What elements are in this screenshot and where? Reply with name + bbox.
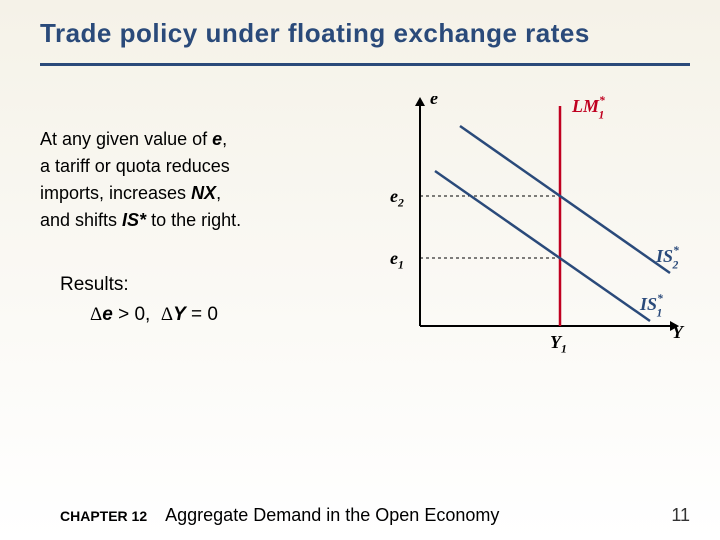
text: and shifts bbox=[40, 210, 122, 230]
text: imports, increases bbox=[40, 183, 191, 203]
y-axis-label: e bbox=[430, 96, 438, 108]
lm-label: LM*1 bbox=[571, 96, 605, 121]
var-is: IS* bbox=[122, 210, 146, 230]
text: a tariff or quota reduces bbox=[40, 156, 230, 176]
page-number: 11 bbox=[671, 505, 690, 526]
x-axis-label: Y bbox=[672, 322, 685, 342]
title-area: Trade policy under floating exchange rat… bbox=[0, 0, 720, 57]
text: to the right. bbox=[146, 210, 241, 230]
text: , bbox=[216, 183, 221, 203]
is-lm-chart: e Y LM*1 IS*1 IS*2 e1 e2 Y1 bbox=[380, 96, 690, 376]
y1-tick-label: Y1 bbox=[550, 332, 567, 356]
var-e: e bbox=[212, 129, 222, 149]
is2-curve bbox=[460, 126, 670, 273]
e2-label: e2 bbox=[390, 186, 404, 210]
is2-label: IS*2 bbox=[655, 244, 679, 271]
var-nx: NX bbox=[191, 183, 216, 203]
y-axis-arrow bbox=[415, 97, 425, 106]
chapter-label: CHAPTER 12 bbox=[60, 508, 147, 524]
footer-title: Aggregate Demand in the Open Economy bbox=[165, 505, 671, 526]
is1-curve bbox=[435, 171, 650, 321]
e1-label: e1 bbox=[390, 248, 404, 272]
text: , bbox=[222, 129, 227, 149]
main-paragraph: At any given value of e, a tariff or quo… bbox=[40, 126, 340, 234]
text: At any given value of bbox=[40, 129, 212, 149]
body-area: At any given value of e, a tariff or quo… bbox=[0, 66, 720, 326]
footer: CHAPTER 12 Aggregate Demand in the Open … bbox=[0, 505, 720, 526]
page-title: Trade policy under floating exchange rat… bbox=[40, 18, 700, 49]
